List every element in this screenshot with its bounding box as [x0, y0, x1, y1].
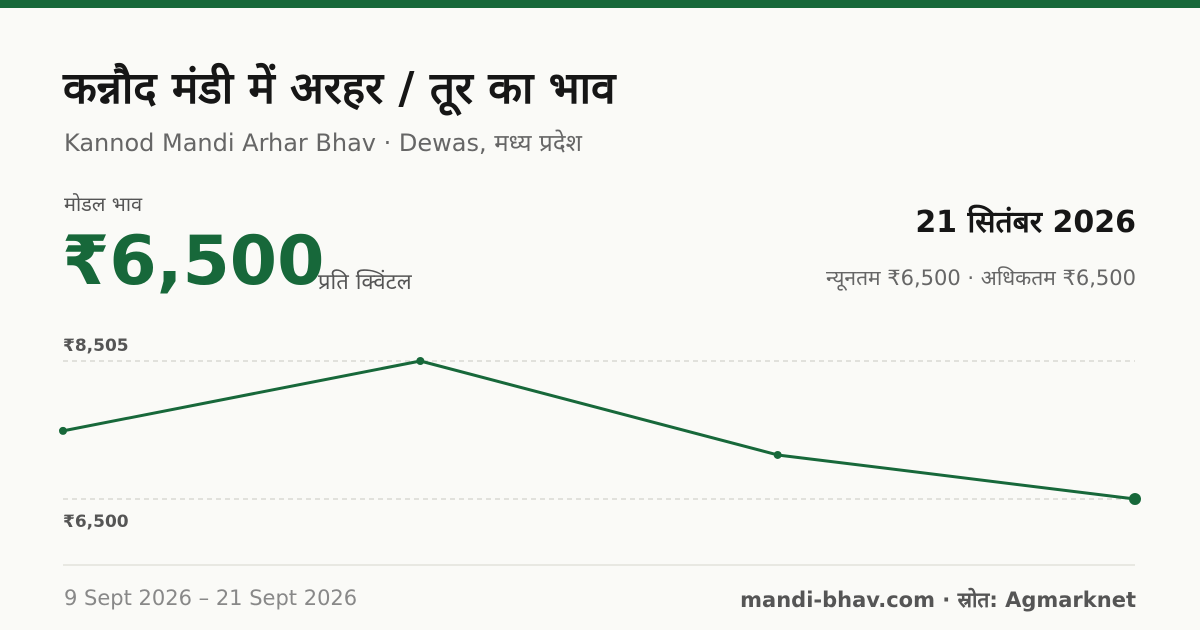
title: कन्नौद मंडी में अरहर / तूर का भाव — [63, 63, 616, 114]
price-value: ₹6,500 — [62, 222, 325, 301]
price-point — [59, 426, 67, 435]
footer-period: 9 Sept 2026 – 21 Sept 2026 — [64, 586, 358, 610]
footer-source: mandi-bhav.com · स्रोत: Agmarknet — [740, 588, 1136, 612]
top-bar — [0, 0, 1200, 8]
price-date: 21 सितंबर 2026 — [915, 205, 1136, 240]
price-point — [1129, 493, 1141, 505]
price-label: मोडल भाव — [64, 192, 143, 216]
price-unit: प्रति क्विंटल — [318, 270, 412, 295]
price-line — [62, 359, 1136, 501]
price-point — [416, 357, 425, 365]
subtitle: Kannod Mandi Arhar Bhav · Dewas, मध्य प्… — [64, 129, 582, 157]
price-point — [773, 450, 782, 459]
price-range: न्यूनतम ₹6,500 · अधिकतम ₹6,500 — [826, 266, 1136, 290]
y-tick-label: ₹6,500 — [63, 512, 129, 532]
y-tick-label: ₹8,505 — [63, 336, 129, 356]
